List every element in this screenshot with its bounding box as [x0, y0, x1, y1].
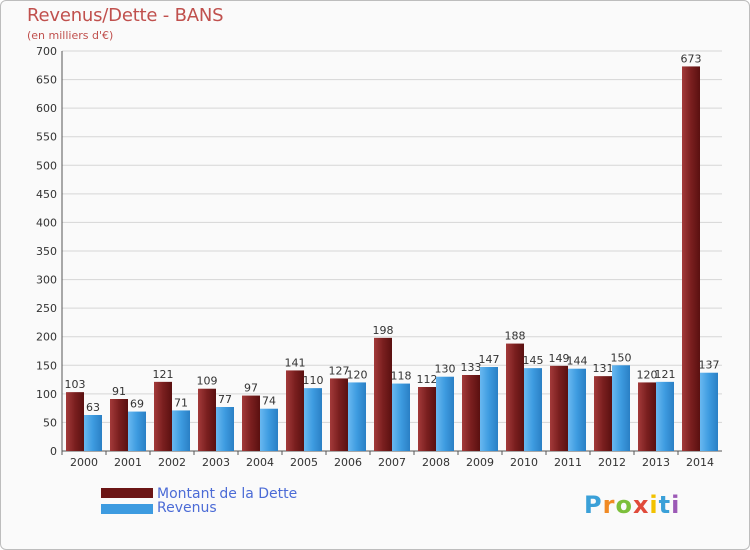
debt-bar — [682, 66, 700, 451]
revenue-bar — [656, 381, 674, 451]
x-tick-label: 2009 — [466, 456, 494, 469]
legend-revenue-swatch — [101, 504, 153, 514]
debt-value-label: 188 — [505, 330, 526, 343]
debt-bar — [638, 382, 656, 451]
debt-value-label: 141 — [285, 356, 306, 369]
y-tick-label: 50 — [43, 416, 57, 429]
debt-bar — [198, 388, 216, 451]
debt-value-label: 103 — [65, 378, 86, 391]
revenue-value-label: 74 — [262, 395, 276, 408]
debt-bar — [594, 376, 612, 451]
revenue-bar — [172, 410, 190, 451]
revenue-value-label: 144 — [567, 355, 588, 368]
debt-bar — [462, 375, 480, 451]
y-tick-label: 250 — [36, 302, 57, 315]
revenue-bar — [524, 368, 542, 451]
debt-bar — [550, 365, 568, 451]
x-tick-label: 2000 — [70, 456, 98, 469]
revenue-bar — [612, 365, 630, 451]
revenue-value-label: 69 — [130, 398, 144, 411]
revenue-value-label: 63 — [86, 401, 100, 414]
debt-bar — [66, 392, 84, 451]
debt-bar — [110, 399, 128, 451]
debt-value-label: 131 — [593, 362, 614, 375]
y-tick-label: 200 — [36, 331, 57, 344]
debt-value-label: 112 — [417, 373, 438, 386]
debt-value-label: 109 — [197, 375, 218, 388]
revenue-bar — [700, 372, 718, 451]
revenue-bar — [480, 367, 498, 451]
debt-bar — [374, 337, 392, 451]
revenue-value-label: 121 — [655, 368, 676, 381]
legend-debt-label: Montant de la Dette — [157, 486, 298, 502]
y-tick-label: 0 — [50, 445, 57, 458]
revenue-value-label: 110 — [303, 374, 324, 387]
y-tick-label: 450 — [36, 188, 57, 201]
y-tick-label: 100 — [36, 388, 57, 401]
debt-value-label: 120 — [637, 368, 658, 381]
debt-value-label: 97 — [244, 382, 258, 395]
debt-bar — [330, 378, 348, 451]
x-tick-label: 2010 — [510, 456, 538, 469]
x-tick-label: 2001 — [114, 456, 142, 469]
debt-value-label: 127 — [329, 364, 350, 377]
debt-value-label: 121 — [153, 368, 174, 381]
revenue-value-label: 130 — [435, 363, 456, 376]
x-tick-label: 2004 — [246, 456, 274, 469]
legend-revenue-label: Revenus — [157, 500, 217, 516]
revenue-value-label: 118 — [391, 370, 412, 383]
revenue-bar — [348, 382, 366, 451]
revenue-value-label: 147 — [479, 353, 500, 366]
debt-value-label: 149 — [549, 352, 570, 365]
x-tick-label: 2006 — [334, 456, 362, 469]
x-tick-label: 2012 — [598, 456, 626, 469]
chart-subtitle: (en milliers d'€) — [27, 29, 114, 42]
x-tick-label: 2011 — [554, 456, 582, 469]
y-tick-label: 550 — [36, 131, 57, 144]
proxiti-logo: Proxiti — [584, 491, 681, 519]
debt-value-label: 673 — [681, 52, 702, 65]
debt-bar — [242, 395, 260, 451]
x-tick-label: 2003 — [202, 456, 230, 469]
revenue-bar — [436, 376, 454, 451]
y-tick-label: 700 — [36, 45, 57, 58]
revenue-value-label: 145 — [523, 354, 544, 367]
debt-value-label: 91 — [112, 385, 126, 398]
revenue-bar — [392, 383, 410, 451]
x-tick-label: 2008 — [422, 456, 450, 469]
x-tick-label: 2007 — [378, 456, 406, 469]
revenue-value-label: 137 — [699, 359, 720, 372]
revenue-bar — [128, 411, 146, 451]
revenue-value-label: 120 — [347, 368, 368, 381]
revenue-bar — [216, 407, 234, 451]
debt-bar — [418, 387, 436, 451]
revenue-bar — [84, 415, 102, 451]
revenue-bar — [260, 408, 278, 451]
debt-value-label: 133 — [461, 361, 482, 374]
revenue-value-label: 71 — [174, 396, 188, 409]
debt-bar — [154, 381, 172, 451]
x-tick-label: 2002 — [158, 456, 186, 469]
revenue-value-label: 150 — [611, 351, 632, 364]
y-tick-label: 600 — [36, 102, 57, 115]
y-tick-label: 400 — [36, 216, 57, 229]
legend-debt-swatch — [101, 488, 153, 498]
revenue-value-label: 77 — [218, 393, 232, 406]
debt-bar — [506, 343, 524, 451]
x-tick-label: 2005 — [290, 456, 318, 469]
y-tick-label: 150 — [36, 359, 57, 372]
debt-value-label: 198 — [373, 324, 394, 337]
x-tick-label: 2014 — [686, 456, 714, 469]
y-tick-label: 350 — [36, 245, 57, 258]
revenue-bar — [304, 388, 322, 451]
y-tick-label: 650 — [36, 74, 57, 87]
revenue-bar — [568, 368, 586, 451]
x-tick-label: 2013 — [642, 456, 670, 469]
y-tick-label: 500 — [36, 159, 57, 172]
chart-title: Revenus/Dette - BANS — [27, 5, 224, 26]
y-tick-label: 300 — [36, 274, 57, 287]
debt-bar — [286, 370, 304, 451]
